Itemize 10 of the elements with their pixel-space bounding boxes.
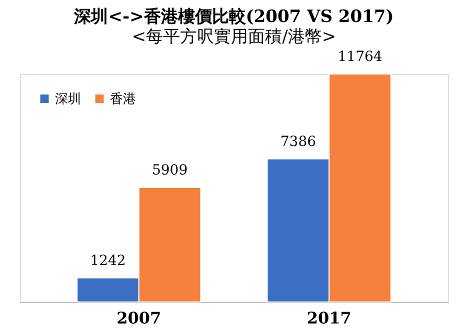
data-label: 11764 [338, 49, 382, 65]
x-tick-label: 2007 [116, 308, 162, 328]
data-label: 7386 [280, 134, 316, 150]
data-label: 1242 [90, 252, 126, 269]
legend-label: 深圳 [55, 92, 81, 107]
legend-label: 香港 [110, 92, 136, 107]
data-label: 5909 [152, 162, 188, 178]
chart-title: 深圳<->香港樓價比較(2007 VS 2017) [73, 7, 394, 27]
x-tick-label: 2017 [306, 308, 352, 328]
chart-subtitle: <每平方呎實用面積/港幣> [132, 27, 336, 47]
